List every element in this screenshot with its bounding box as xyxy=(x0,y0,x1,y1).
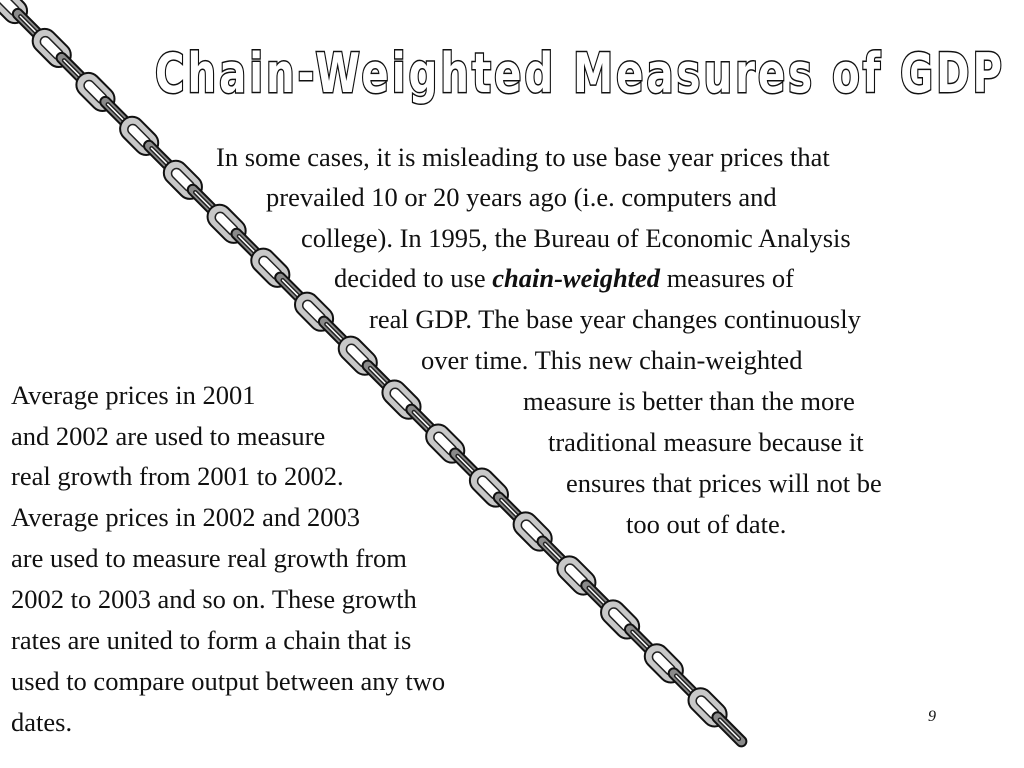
left-paragraph-line-4: Average prices in 2002 and 2003 xyxy=(11,502,361,532)
right-paragraph-line-4: decided to use chain-weighted measures o… xyxy=(334,263,794,293)
left-paragraph-line-5: are used to measure real growth from xyxy=(11,543,407,573)
right-paragraph-line-5: real GDP. The base year changes continuo… xyxy=(369,304,861,334)
right-paragraph-line-3: college). In 1995, the Bureau of Economi… xyxy=(301,223,851,253)
chain-link xyxy=(711,711,748,748)
line-4-prefix: decided to use xyxy=(334,263,493,293)
right-paragraph-line-6: over time. This new chain-weighted xyxy=(421,345,803,375)
left-paragraph-line-3: real growth from 2001 to 2002. xyxy=(11,461,344,491)
line-4-suffix: measures of xyxy=(660,263,794,293)
chain-weighted-emphasis: chain-weighted xyxy=(492,263,661,293)
right-paragraph-line-1: In some cases, it is misleading to use b… xyxy=(216,142,830,172)
right-paragraph-line-10: too out of date. xyxy=(626,509,787,539)
page-number: 9 xyxy=(928,708,936,725)
slide-title: Chain-Weighted Measures of GDP xyxy=(154,41,1005,107)
right-paragraph-line-8: traditional measure because it xyxy=(548,427,864,457)
right-paragraph-line-2: prevailed 10 or 20 years ago (i.e. compu… xyxy=(266,182,777,212)
left-paragraph-line-8: used to compare output between any two xyxy=(11,666,446,696)
left-paragraph-line-9: dates. xyxy=(11,707,73,737)
left-paragraph-line-1: Average prices in 2001 xyxy=(11,380,256,410)
left-paragraph-line-6: 2002 to 2003 and so on. These growth xyxy=(11,584,417,614)
left-paragraph-line-7: rates are united to form a chain that is xyxy=(11,625,412,655)
right-paragraph-line-9: ensures that prices will not be xyxy=(566,468,882,498)
slide-title-text: Chain-Weighted Measures of GDP xyxy=(155,42,1005,105)
left-paragraph-line-2: and 2002 are used to measure xyxy=(11,421,326,451)
right-paragraph-line-7: measure is better than the more xyxy=(523,386,855,416)
